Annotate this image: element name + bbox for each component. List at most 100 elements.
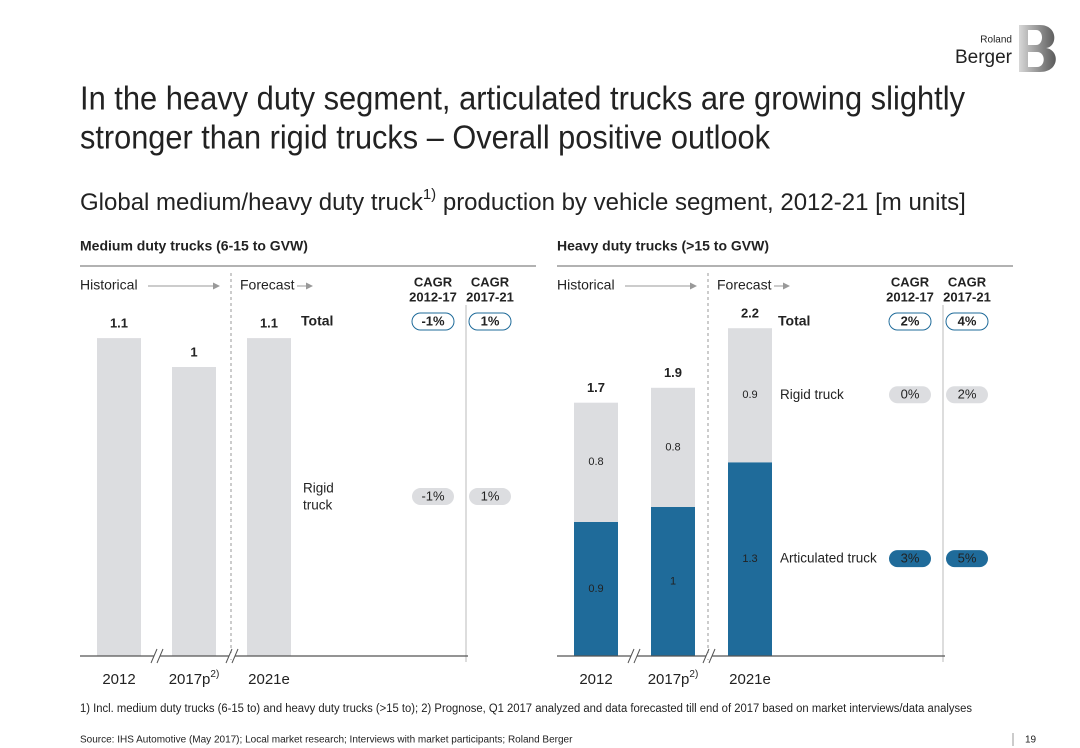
total-label: 1 [190, 344, 197, 359]
total-label: 2.2 [741, 306, 759, 321]
segment-label: 0.9 [742, 389, 757, 401]
x-tick-label: 2017p2) [648, 669, 699, 688]
cagr-header: CAGR 2012-17 [409, 275, 457, 305]
axis-break [231, 648, 239, 664]
cagr-header-line: 2017-21 [943, 290, 991, 305]
cagr-label: 5% [958, 551, 977, 566]
cagr-label: 2% [901, 313, 920, 328]
axis-break [225, 648, 233, 664]
cagr-pill [412, 488, 454, 506]
source: Source: IHS Automotive (May 2017); Local… [80, 735, 573, 746]
bar-segment [728, 462, 772, 656]
cagr-header-line: 2012-17 [409, 290, 457, 305]
historical-label: Historical [557, 277, 615, 293]
cagr-pill [468, 312, 512, 331]
series-label-line: Rigid [303, 480, 334, 495]
cagr-label: 4% [958, 313, 977, 328]
logo-text: Berger [955, 47, 1013, 68]
segment-label: 0.8 [588, 456, 603, 468]
bar-segment [651, 387, 695, 507]
category-note: 2) [210, 669, 219, 680]
series-label: Articulated truck [780, 551, 877, 566]
category: 2017p [648, 671, 690, 688]
cagr-header: CAGR 2012-17 [886, 275, 934, 305]
axis-break-gap [631, 653, 637, 659]
historical-label: Historical [80, 277, 138, 293]
section-title: Medium duty trucks (6-15 to GVW) [80, 238, 308, 254]
axis-break [702, 648, 710, 664]
cagr-label: 0% [901, 387, 920, 402]
cagr-pill [889, 550, 931, 568]
total-label: 1.9 [664, 365, 682, 380]
category: 2012 [579, 671, 612, 688]
cagr-label: -1% [421, 313, 445, 328]
title: stronger than rigid trucks – Overall pos… [80, 119, 770, 156]
page-number: 19 [1025, 735, 1037, 746]
axis-break [156, 648, 164, 664]
forecast-label: Forecast [240, 277, 295, 293]
x-tick-label: 2012 [102, 671, 135, 688]
series-label: Rigid truck [780, 387, 844, 402]
category: 2021e [248, 671, 290, 688]
cagr-pill [469, 488, 511, 506]
axis-break [150, 648, 158, 664]
axis-break-gap [229, 653, 235, 659]
x-tick-label: 2017p2) [169, 669, 220, 688]
axis-break-gap [706, 653, 712, 659]
bar-segment [728, 328, 772, 463]
series-label: Rigid truck [303, 480, 334, 512]
category: 2012 [102, 671, 135, 688]
total-label: 1.1 [110, 316, 128, 331]
total-row-label: Total [778, 313, 810, 329]
section-title: Heavy duty trucks (>15 to GVW) [557, 238, 769, 254]
cagr-label: 1% [481, 313, 500, 328]
segment-label: 0.8 [665, 441, 680, 453]
cagr-pill [945, 312, 989, 331]
bar-segment [574, 521, 618, 656]
subtitle-part: Global medium/heavy duty truck [80, 189, 424, 216]
arrowhead [690, 282, 697, 290]
series-label-line: truck [303, 497, 333, 512]
logo-text: Roland [980, 35, 1012, 46]
cagr-pill [946, 386, 988, 404]
axis-break [633, 648, 641, 664]
cagr-pill [888, 312, 932, 331]
cagr-pill [889, 386, 931, 404]
arrowhead [783, 282, 790, 290]
cagr-header-line: 2017-21 [466, 290, 514, 305]
forecast-label: Forecast [717, 277, 772, 293]
category: 2021e [729, 671, 771, 688]
cagr-label: 3% [901, 551, 920, 566]
arrowhead [213, 282, 220, 290]
logo-mark [1019, 25, 1056, 72]
cagr-label: 1% [481, 488, 500, 503]
x-tick-label: 2021e [729, 671, 771, 688]
axis-break [708, 648, 716, 664]
bar-segment [651, 507, 695, 656]
title: In the heavy duty segment, articulated t… [80, 80, 965, 117]
subtitle-part: production by vehicle segment, 2012-21 [… [436, 189, 966, 216]
axis-break [627, 648, 635, 664]
category-note: 2) [689, 669, 698, 680]
segment-label: 1 [670, 575, 676, 587]
total-label: 1.1 [260, 316, 278, 331]
cagr-pill [946, 550, 988, 568]
bar [247, 338, 291, 656]
cagr-header-line: CAGR [948, 275, 987, 290]
cagr-header-line: CAGR [891, 275, 930, 290]
total-row-label: Total [301, 313, 333, 329]
x-tick-label: 2012 [579, 671, 612, 688]
cagr-header-line: 2012-17 [886, 290, 934, 305]
cagr-label: 2% [958, 387, 977, 402]
footnote: 1) Incl. medium duty trucks (6-15 to) an… [80, 703, 972, 715]
axis-break-gap [154, 653, 160, 659]
subtitle-note: 1) [423, 186, 436, 203]
bar-segment [574, 402, 618, 522]
x-tick-label: 2021e [248, 671, 290, 688]
bar [97, 338, 141, 656]
subtitle: Global medium/heavy duty truck1) product… [80, 186, 966, 216]
category: 2017p [169, 671, 211, 688]
segment-label: 1.3 [742, 553, 757, 565]
cagr-header: CAGR 2017-21 [943, 275, 991, 305]
